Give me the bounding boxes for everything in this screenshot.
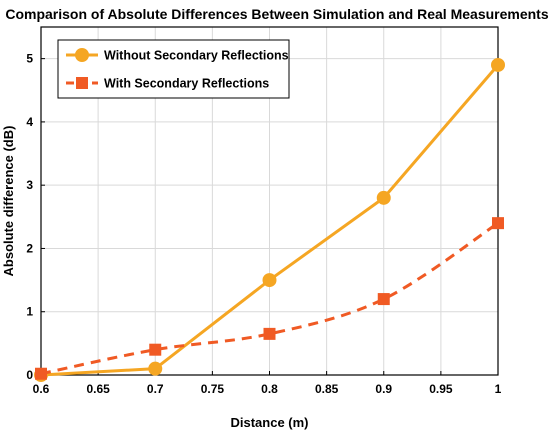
grid [40,27,499,376]
x-tick-label: 0.9 [375,382,392,396]
chart-title: Comparison of Absolute Differences Betwe… [5,6,548,22]
legend-entry: With Secondary Reflections [66,77,269,91]
series-2 [35,217,504,380]
data-point [262,273,277,288]
x-tick-label: 0.7 [147,382,164,396]
legend: Without Secondary Reflections With Second… [57,39,290,99]
data-point [492,217,504,230]
data-point [148,361,163,376]
x-tick-label: 0.6 [33,382,50,396]
y-tick-label: 1 [26,305,33,319]
data-point [491,57,505,72]
y-axis-label: Absolute difference (dB) [1,126,16,277]
legend-label: Without Secondary Reflections [104,49,289,63]
legend-box [57,39,290,99]
x-tick-label: 0.8 [261,382,278,396]
legend-label: With Secondary Reflections [104,77,269,91]
data-point [149,343,162,356]
x-axis-label: Distance (m) [230,415,308,430]
legend-marker [76,77,88,89]
x-tick-label: 0.75 [201,382,225,396]
legend-marker [75,48,89,62]
data-point [263,327,276,340]
y-tick-label: 4 [26,115,33,129]
x-tick-label: 0.95 [429,382,453,396]
y-tick-label: 5 [26,52,33,66]
series-group [34,57,505,382]
y-tick-label: 2 [26,241,33,255]
x-tick-label: 0.65 [86,382,110,396]
data-point [376,190,391,205]
x-tick-label: 1 [495,382,502,396]
axis-ticks: 0.6 0.65 0.7 0.75 0.8 0.85 0.9 0.95 1 0 1 2 3 4 5 [26,52,501,396]
legend-entry: Without Secondary Reflections [66,48,289,63]
data-point [35,367,47,380]
x-tick-label: 0.85 [315,382,339,396]
y-tick-label: 3 [26,178,33,192]
data-point [377,293,390,306]
y-tick-label: 0 [26,368,33,382]
